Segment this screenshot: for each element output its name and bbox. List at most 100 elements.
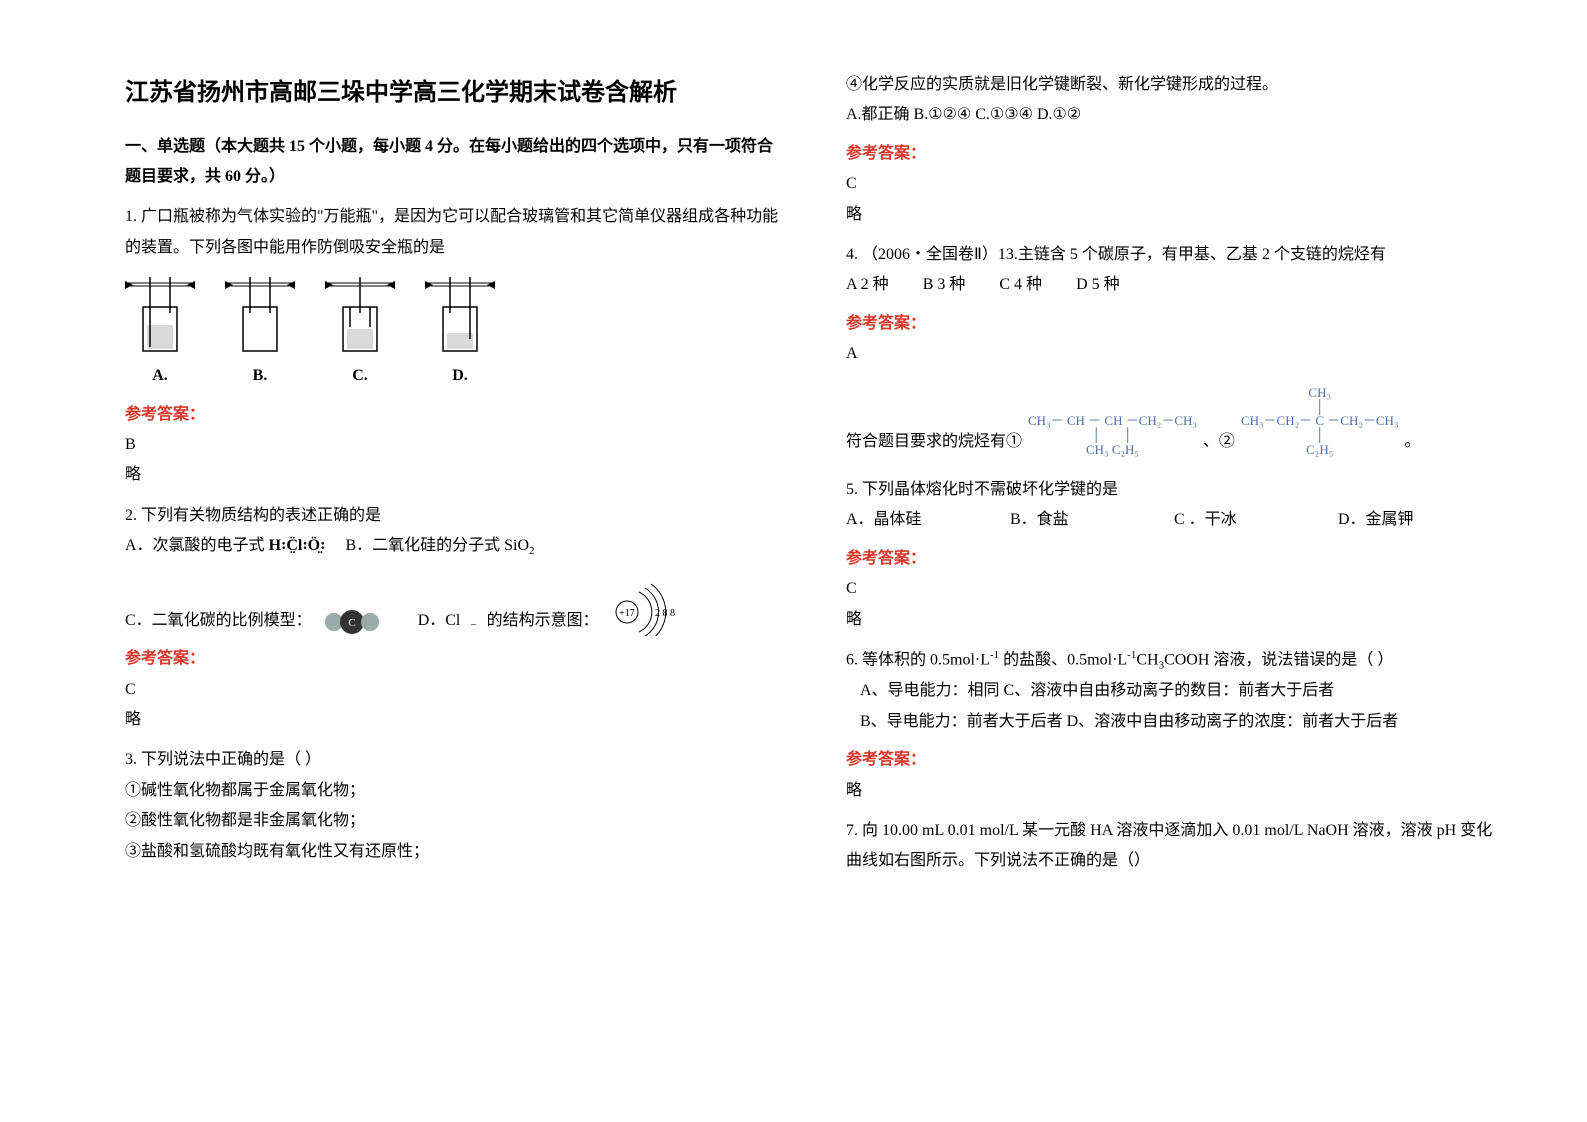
q3-omit: 略 — [846, 200, 1507, 230]
question-6: 6. 等体积的 0.5mol·L-1 的盐酸、0.5mol·L-1CH3COOH… — [846, 645, 1507, 676]
q1-omit: 略 — [125, 460, 786, 490]
q1-label-b: B. — [225, 361, 295, 391]
q2-answer-label: 参考答案： — [125, 644, 786, 674]
question-5: 5. 下列晶体熔化时不需破坏化学键的是 — [846, 475, 1507, 505]
q4-explain: 符合题目要求的烷烃有① CH₃－ CH － CH －CH₂－CH₃ │ │ CH… — [846, 386, 1507, 457]
q1-number: 1. — [125, 208, 137, 225]
q1-label-c: C. — [325, 361, 395, 391]
cl-center-text: +17 — [619, 608, 635, 619]
q4-answer-label: 参考答案： — [846, 309, 1507, 339]
q5-omit: 略 — [846, 605, 1507, 635]
left-column: 江苏省扬州市高邮三垛中学高三化学期末试卷含解析 一、单选题（本大题共 15 个小… — [95, 70, 816, 1092]
q1-fig-d: D. — [425, 277, 495, 391]
q4-struct1-top: CH₃－ CH － CH －CH₂－CH₃ — [1028, 413, 1197, 428]
q6-sup2: -1 — [1127, 649, 1136, 661]
question-4: 4. （2006・全国卷Ⅱ）13.主链含 5 个碳原子，有甲基、乙基 2 个支链… — [846, 240, 1507, 270]
co2-model-icon: C — [322, 608, 382, 636]
q4-options: A 2 种 B 3 种 C 4 种 D 5 种 — [846, 270, 1507, 300]
exam-page: 江苏省扬州市高邮三垛中学高三化学期末试卷含解析 一、单选题（本大题共 15 个小… — [0, 0, 1587, 1122]
q6-stem-post: COOH 溶液，说法错误的是（ ） — [1164, 651, 1393, 668]
q1-fig-c: C. — [325, 277, 395, 391]
q4-opt-a: A 2 种 — [846, 276, 889, 293]
q5-opt-a: A．晶体硅 — [846, 505, 1006, 535]
flask-a-icon — [125, 277, 195, 357]
q2-number: 2. — [125, 507, 137, 524]
q3-s4: ④化学反应的实质就是旧化学键断裂、新化学键形成的过程。 — [846, 70, 1507, 100]
q3-answer-label: 参考答案： — [846, 139, 1507, 169]
section-1-heading: 一、单选题（本大题共 15 个小题，每小题 4 分。在每小题给出的四个选项中，只… — [125, 132, 786, 193]
q5-number: 5. — [846, 481, 858, 498]
svg-text:C: C — [348, 617, 355, 629]
q3-answer: C — [846, 169, 1507, 199]
q2-answer: C — [125, 675, 786, 705]
q3-options: A.都正确 B.①②④ C.①③④ D.①② — [846, 100, 1507, 130]
right-column: ④化学反应的实质就是旧化学键断裂、新化学键形成的过程。 A.都正确 B.①②④ … — [816, 70, 1537, 1092]
q2-opt-b: B．二氧化硅的分子式 SiO — [345, 537, 529, 554]
q6-answer: 略 — [846, 776, 1507, 806]
q4-struct2-top-pre: CH₃ — [1308, 385, 1331, 400]
q1-stem: 广口瓶被称为气体实验的"万能瓶"，是因为它可以配合玻璃管和其它简单仪器组成各种功… — [125, 208, 778, 255]
q6-number: 6. — [846, 651, 858, 668]
q4-number: 4. — [846, 246, 858, 263]
q1-fig-b: B. — [225, 277, 295, 391]
q4-struct-2: CH₃ │ CH₃－CH₂－ C －CH₂－CH₃ │ C₂H₅ — [1241, 386, 1399, 457]
q7-number: 7. — [846, 822, 858, 839]
q4-answer: A — [846, 339, 1507, 369]
q4-struct2-top: CH₃－CH₂－ C －CH₂－CH₃ — [1241, 413, 1399, 428]
q5-answer: C — [846, 574, 1507, 604]
q3-number: 3. — [125, 751, 137, 768]
q5-opt-b: B．食盐 — [1010, 505, 1170, 535]
q1-label-a: A. — [125, 361, 195, 391]
q4-explain-post: 。 — [1404, 427, 1420, 457]
flask-c-icon — [325, 277, 395, 357]
q6-sup1: -1 — [990, 649, 999, 661]
q6-stem-mid2: CH — [1136, 651, 1158, 668]
q1-answer: B — [125, 430, 786, 460]
q5-answer-label: 参考答案： — [846, 544, 1507, 574]
q2-opt-a-pre: A．次氯酸的电子式 — [125, 537, 265, 554]
q2-omit: 略 — [125, 705, 786, 735]
q2-opt-b-sub: 2 — [529, 545, 535, 557]
q7-stem: 向 10.00 mL 0.01 mol/L 某一元酸 HA 溶液中逐滴加入 0.… — [846, 822, 1492, 869]
q2-stem: 下列有关物质结构的表述正确的是 — [141, 507, 381, 524]
q2-opt-d-pre: D．Cl — [418, 606, 461, 636]
q6-stem-mid1: 的盐酸、0.5mol·L — [999, 651, 1127, 668]
q3-s3: ③盐酸和氢硫酸均既有氧化性又有还原性； — [125, 837, 786, 867]
cl-shells-text: 2 8 8 — [655, 608, 675, 619]
q2-opt-d-sup: − — [470, 615, 476, 636]
q4-explain-pre: 符合题目要求的烷烃有① — [846, 427, 1022, 457]
q4-struct1-bot: CH₃ C₂H₅ — [1086, 442, 1139, 457]
q2-opt-a: A．次氯酸的电子式 H꞉C̤̈l꞉Ö̤꞉ B．二氧化硅的分子式 SiO2 — [125, 531, 786, 562]
q4-struct2-bot: C₂H₅ — [1306, 442, 1333, 457]
q5-opt-c: C ．干冰 — [1174, 505, 1334, 535]
q5-stem: 下列晶体熔化时不需破坏化学键的是 — [862, 481, 1118, 498]
flask-d-icon — [425, 277, 495, 357]
q6-line-b: B、导电能力：前者大于后者 D、溶液中自由移动离子的浓度：前者大于后者 — [846, 707, 1507, 737]
flask-b-icon — [225, 277, 295, 357]
question-7: 7. 向 10.00 mL 0.01 mol/L 某一元酸 HA 溶液中逐滴加入… — [846, 816, 1507, 877]
q4-opt-b: B 3 种 — [923, 276, 966, 293]
exam-title: 江苏省扬州市高邮三垛中学高三化学期末试卷含解析 — [125, 70, 786, 116]
q4-explain-mid: 、② — [1203, 427, 1235, 457]
q3-s1: ①碱性氧化物都属于金属氧化物； — [125, 776, 786, 806]
cl-shell-icon: +17 2 8 8 — [609, 582, 679, 636]
q5-opt-d: D．金属钾 — [1338, 505, 1414, 535]
q2-opt-c: C．二氧化碳的比例模型： — [125, 606, 312, 636]
q4-stem: （2006・全国卷Ⅱ）13.主链含 5 个碳原子，有甲基、乙基 2 个支链的烷烃… — [862, 246, 1386, 263]
q1-fig-a: A. — [125, 277, 195, 391]
q2-opt-a-formula: H꞉C̤̈l꞉Ö̤꞉ — [269, 537, 326, 554]
q6-answer-label: 参考答案： — [846, 745, 1507, 775]
question-1: 1. 广口瓶被称为气体实验的"万能瓶"，是因为它可以配合玻璃管和其它简单仪器组成… — [125, 202, 786, 391]
q5-options: A．晶体硅 B．食盐 C ．干冰 D．金属钾 — [846, 505, 1507, 535]
question-2: 2. 下列有关物质结构的表述正确的是 — [125, 501, 786, 531]
q4-opt-c: C 4 种 — [999, 276, 1042, 293]
q2-row-cd: C．二氧化碳的比例模型： C D．Cl−的结构示意图： +17 2 8 8 — [125, 582, 786, 636]
q1-label-d: D. — [425, 361, 495, 391]
q3-s2: ②酸性氧化物都是非金属氧化物； — [125, 806, 786, 836]
question-3: 3. 下列说法中正确的是（ ） — [125, 745, 786, 775]
q4-struct-1: CH₃－ CH － CH －CH₂－CH₃ │ │ CH₃ C₂H₅ — [1028, 414, 1197, 457]
q6-stem-pre: 等体积的 0.5mol·L — [862, 651, 990, 668]
q1-figures: A. B. — [125, 277, 786, 391]
q3-stem: 下列说法中正确的是（ ） — [141, 751, 321, 768]
q2-opt-d-post: 的结构示意图： — [487, 606, 599, 636]
